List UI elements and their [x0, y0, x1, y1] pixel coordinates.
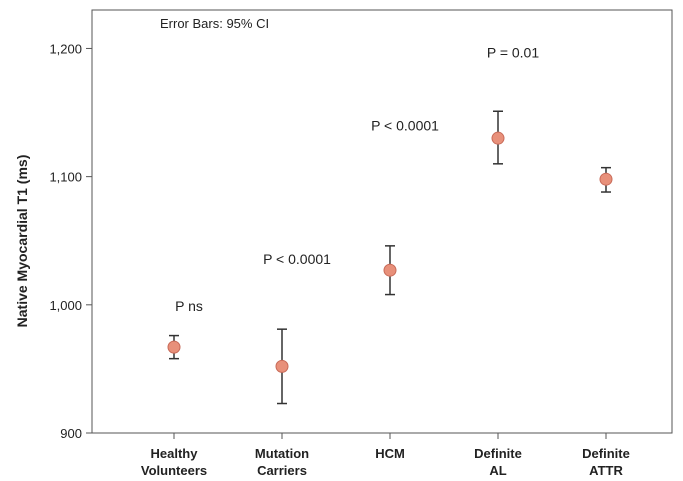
x-tick-label: ATTR: [589, 463, 623, 478]
plot-frame: [91, 9, 673, 434]
data-point: [167, 340, 181, 354]
p-value-annotation: P ns: [175, 298, 203, 314]
x-tick-label: Carriers: [257, 463, 307, 478]
x-tick-label: Definite: [582, 446, 630, 461]
p-value-annotation: P < 0.0001: [371, 117, 439, 133]
x-tick-label: HCM: [375, 446, 405, 461]
y-tick-label: 1,200: [49, 41, 82, 56]
data-marks: [167, 110, 613, 405]
y-tick-label: 1,100: [49, 170, 82, 185]
data-point: [491, 131, 505, 145]
error-bars-note: Error Bars: 95% CI: [160, 16, 269, 31]
y-axis-label: Native Myocardial T1 (ms): [14, 155, 30, 328]
x-tick-label: Mutation: [255, 446, 309, 461]
y-tick-label: 1,000: [49, 298, 82, 313]
x-tick-label: Healthy: [151, 446, 199, 461]
y-axis: 900 1,000 1,100 1,200: [49, 41, 92, 441]
annotations: P ns P < 0.0001 P < 0.0001 P = 0.01: [175, 44, 539, 314]
x-tick-label: Definite: [474, 446, 522, 461]
data-point: [383, 263, 397, 277]
data-point: [599, 172, 613, 186]
p-value-annotation: P < 0.0001: [263, 251, 331, 267]
y-tick-label: 900: [60, 426, 82, 441]
data-point: [275, 359, 289, 373]
x-tick-label: Volunteers: [141, 463, 207, 478]
p-value-annotation: P = 0.01: [487, 44, 540, 60]
x-axis: Healthy Volunteers Mutation Carriers HCM Defi…: [141, 433, 630, 478]
x-tick-label: AL: [489, 463, 506, 478]
